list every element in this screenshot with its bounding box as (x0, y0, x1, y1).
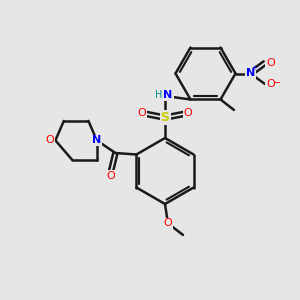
Text: O: O (106, 171, 115, 181)
Text: O: O (184, 107, 193, 118)
Text: +: + (252, 65, 258, 71)
Text: N: N (164, 90, 172, 100)
Text: N: N (246, 68, 255, 79)
Text: O: O (46, 135, 54, 146)
Text: O: O (266, 79, 275, 89)
Text: O: O (137, 107, 146, 118)
Text: O: O (164, 218, 172, 229)
Text: −: − (273, 78, 282, 88)
Text: H: H (155, 90, 162, 100)
Text: N: N (92, 135, 101, 146)
Text: O: O (266, 58, 275, 68)
Text: S: S (160, 111, 169, 124)
